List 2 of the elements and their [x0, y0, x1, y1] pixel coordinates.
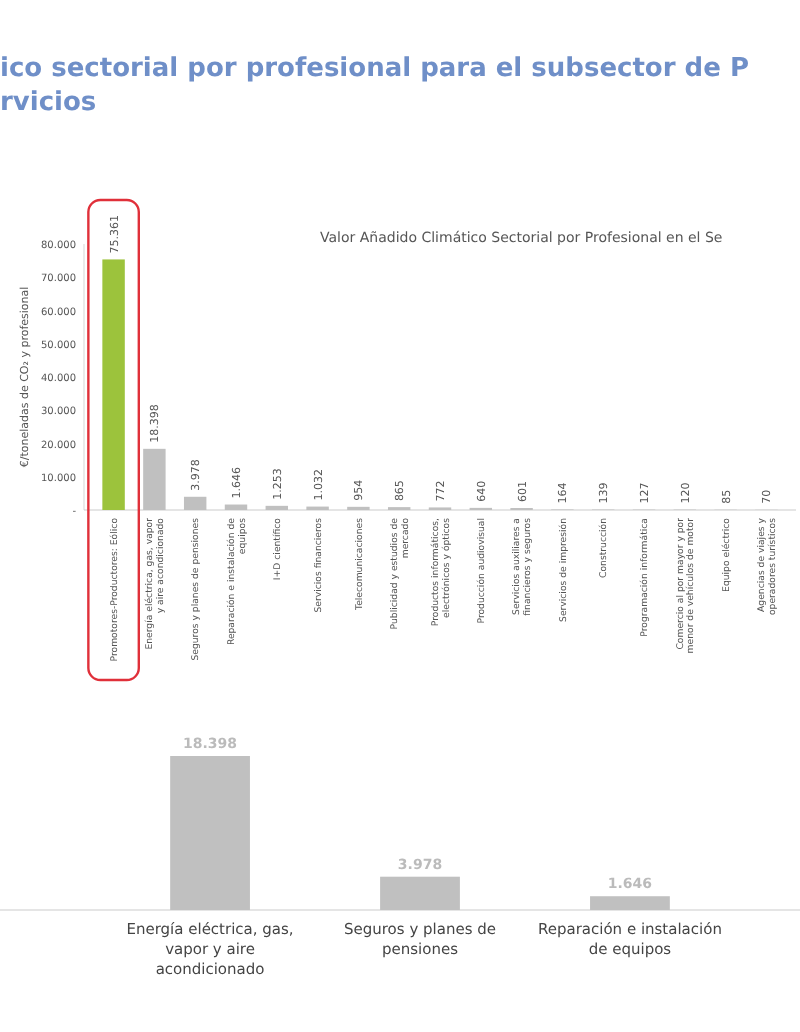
bar — [102, 259, 125, 510]
chart-subtitle: ico sectorial por profesional para el subsector de P rvicios — [0, 54, 749, 118]
